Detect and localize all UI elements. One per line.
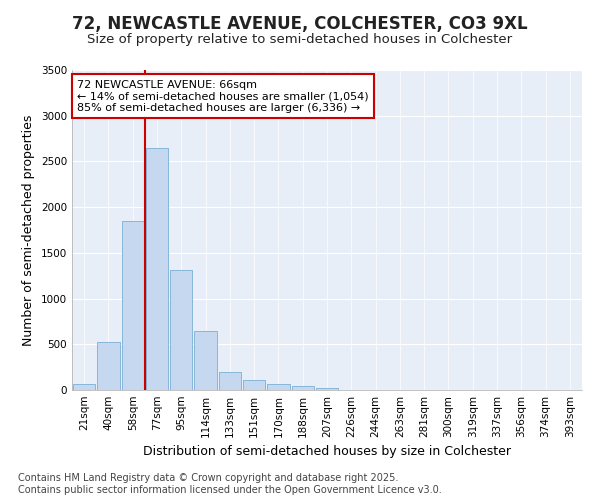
Bar	[194, 332, 217, 390]
Text: Contains HM Land Registry data © Crown copyright and database right 2025.
Contai: Contains HM Land Registry data © Crown c…	[18, 474, 442, 495]
Bar	[122, 221, 144, 390]
Bar	[316, 388, 338, 390]
Bar	[170, 270, 193, 390]
Bar	[243, 380, 265, 390]
Text: 72 NEWCASTLE AVENUE: 66sqm
← 14% of semi-detached houses are smaller (1,054)
85%: 72 NEWCASTLE AVENUE: 66sqm ← 14% of semi…	[77, 80, 369, 113]
Bar	[218, 372, 241, 390]
Bar	[267, 384, 290, 390]
Bar	[292, 386, 314, 390]
Bar	[97, 342, 119, 390]
Bar	[73, 384, 95, 390]
Y-axis label: Number of semi-detached properties: Number of semi-detached properties	[22, 114, 35, 346]
X-axis label: Distribution of semi-detached houses by size in Colchester: Distribution of semi-detached houses by …	[143, 446, 511, 458]
Bar	[146, 148, 168, 390]
Text: 72, NEWCASTLE AVENUE, COLCHESTER, CO3 9XL: 72, NEWCASTLE AVENUE, COLCHESTER, CO3 9X…	[72, 15, 528, 33]
Text: Size of property relative to semi-detached houses in Colchester: Size of property relative to semi-detach…	[88, 32, 512, 46]
